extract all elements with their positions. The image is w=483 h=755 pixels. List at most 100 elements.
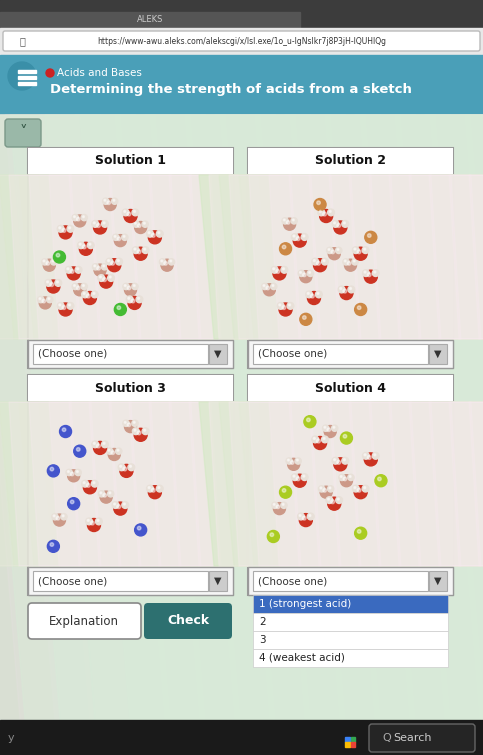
Polygon shape <box>19 175 149 339</box>
Polygon shape <box>189 402 281 566</box>
Circle shape <box>348 286 355 293</box>
Text: Determining the strength of acids from a sketch: Determining the strength of acids from a… <box>50 84 412 97</box>
Circle shape <box>38 297 44 303</box>
Circle shape <box>99 276 101 278</box>
Circle shape <box>307 418 310 422</box>
Circle shape <box>93 442 95 445</box>
Polygon shape <box>40 115 290 720</box>
Polygon shape <box>239 175 369 339</box>
Circle shape <box>364 453 377 466</box>
Polygon shape <box>339 175 469 339</box>
Circle shape <box>128 297 130 299</box>
Circle shape <box>281 267 288 273</box>
Circle shape <box>331 500 335 504</box>
Bar <box>248 375 453 401</box>
Circle shape <box>308 291 320 304</box>
Circle shape <box>43 260 45 262</box>
Polygon shape <box>129 402 221 566</box>
Bar <box>249 175 452 339</box>
Polygon shape <box>39 402 169 566</box>
Circle shape <box>87 519 89 522</box>
Circle shape <box>279 304 281 306</box>
Circle shape <box>323 437 325 439</box>
Circle shape <box>331 250 335 254</box>
Circle shape <box>300 313 312 325</box>
Circle shape <box>116 258 123 265</box>
Circle shape <box>50 282 54 286</box>
Circle shape <box>83 482 85 484</box>
Bar <box>253 613 448 631</box>
Polygon shape <box>19 402 149 566</box>
Circle shape <box>341 475 353 487</box>
Circle shape <box>337 223 341 227</box>
Circle shape <box>57 281 58 283</box>
Circle shape <box>100 492 102 494</box>
Circle shape <box>286 458 292 464</box>
Circle shape <box>312 436 319 442</box>
Polygon shape <box>0 175 109 339</box>
Circle shape <box>47 281 49 283</box>
Polygon shape <box>249 402 341 566</box>
Polygon shape <box>209 175 301 339</box>
Circle shape <box>365 231 377 243</box>
Polygon shape <box>5 115 255 720</box>
Circle shape <box>123 467 127 471</box>
Polygon shape <box>239 402 369 566</box>
Polygon shape <box>75 115 325 720</box>
Bar <box>29 402 232 566</box>
Circle shape <box>327 485 334 492</box>
Circle shape <box>69 304 71 306</box>
Circle shape <box>337 461 341 464</box>
FancyBboxPatch shape <box>253 571 428 591</box>
Polygon shape <box>269 402 361 566</box>
Polygon shape <box>469 402 483 566</box>
Circle shape <box>327 248 333 254</box>
Circle shape <box>313 259 327 272</box>
Circle shape <box>117 504 121 509</box>
Polygon shape <box>255 115 483 720</box>
Circle shape <box>353 485 359 492</box>
Text: 3: 3 <box>259 635 266 645</box>
Circle shape <box>303 475 305 477</box>
Circle shape <box>301 474 308 480</box>
Circle shape <box>328 248 340 260</box>
Circle shape <box>134 247 147 260</box>
Circle shape <box>282 217 288 224</box>
Circle shape <box>354 248 356 250</box>
Circle shape <box>75 267 82 273</box>
Circle shape <box>101 263 108 270</box>
Circle shape <box>94 221 107 234</box>
Circle shape <box>132 421 138 427</box>
Circle shape <box>62 428 66 432</box>
Circle shape <box>357 250 361 254</box>
Circle shape <box>71 472 74 476</box>
Circle shape <box>341 432 353 444</box>
FancyBboxPatch shape <box>3 31 480 51</box>
Circle shape <box>103 494 106 497</box>
Circle shape <box>343 289 347 293</box>
Circle shape <box>148 486 150 488</box>
Polygon shape <box>69 175 161 339</box>
Circle shape <box>56 254 60 257</box>
Circle shape <box>298 513 304 520</box>
Circle shape <box>103 265 105 267</box>
Text: Q: Q <box>382 733 391 743</box>
Circle shape <box>354 247 367 260</box>
Circle shape <box>302 516 306 520</box>
Polygon shape <box>9 175 101 339</box>
Circle shape <box>151 233 155 237</box>
Polygon shape <box>189 175 281 339</box>
Circle shape <box>355 304 367 316</box>
Circle shape <box>131 299 135 303</box>
Polygon shape <box>59 402 189 566</box>
Text: 2: 2 <box>259 617 266 627</box>
Circle shape <box>142 247 149 254</box>
Circle shape <box>47 297 53 303</box>
Circle shape <box>114 304 127 316</box>
Circle shape <box>336 248 342 254</box>
Polygon shape <box>229 175 321 339</box>
Polygon shape <box>139 175 269 339</box>
Circle shape <box>328 498 341 510</box>
Circle shape <box>329 211 331 212</box>
Circle shape <box>137 224 141 227</box>
